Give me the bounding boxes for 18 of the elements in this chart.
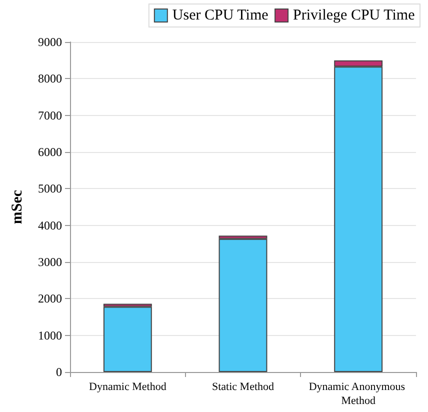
legend-label: Privilege CPU Time (293, 8, 416, 24)
y-axis-title: mSec (10, 190, 26, 224)
y-tick-label: 8000 (38, 72, 62, 86)
y-tick-label: 2000 (38, 292, 62, 306)
bar (103, 306, 152, 372)
y-tick-label: 0 (56, 365, 62, 379)
y-tick-label: 5000 (38, 182, 62, 196)
y-tick-label: 7000 (38, 108, 62, 122)
bar (218, 238, 268, 372)
legend-label: User CPU Time (172, 8, 269, 24)
y-tick-label: 6000 (38, 145, 62, 159)
y-tick-label: 1000 (38, 328, 62, 342)
y-tick-label: 9000 (38, 35, 62, 49)
x-tick-label: Static Method (212, 381, 275, 393)
y-tick-label: 4000 (38, 218, 62, 232)
x-tick-label: Dynamic Anonymous Method (308, 381, 408, 407)
x-tick-label: Dynamic Method (89, 381, 167, 393)
y-tick-label: 3000 (38, 255, 62, 269)
